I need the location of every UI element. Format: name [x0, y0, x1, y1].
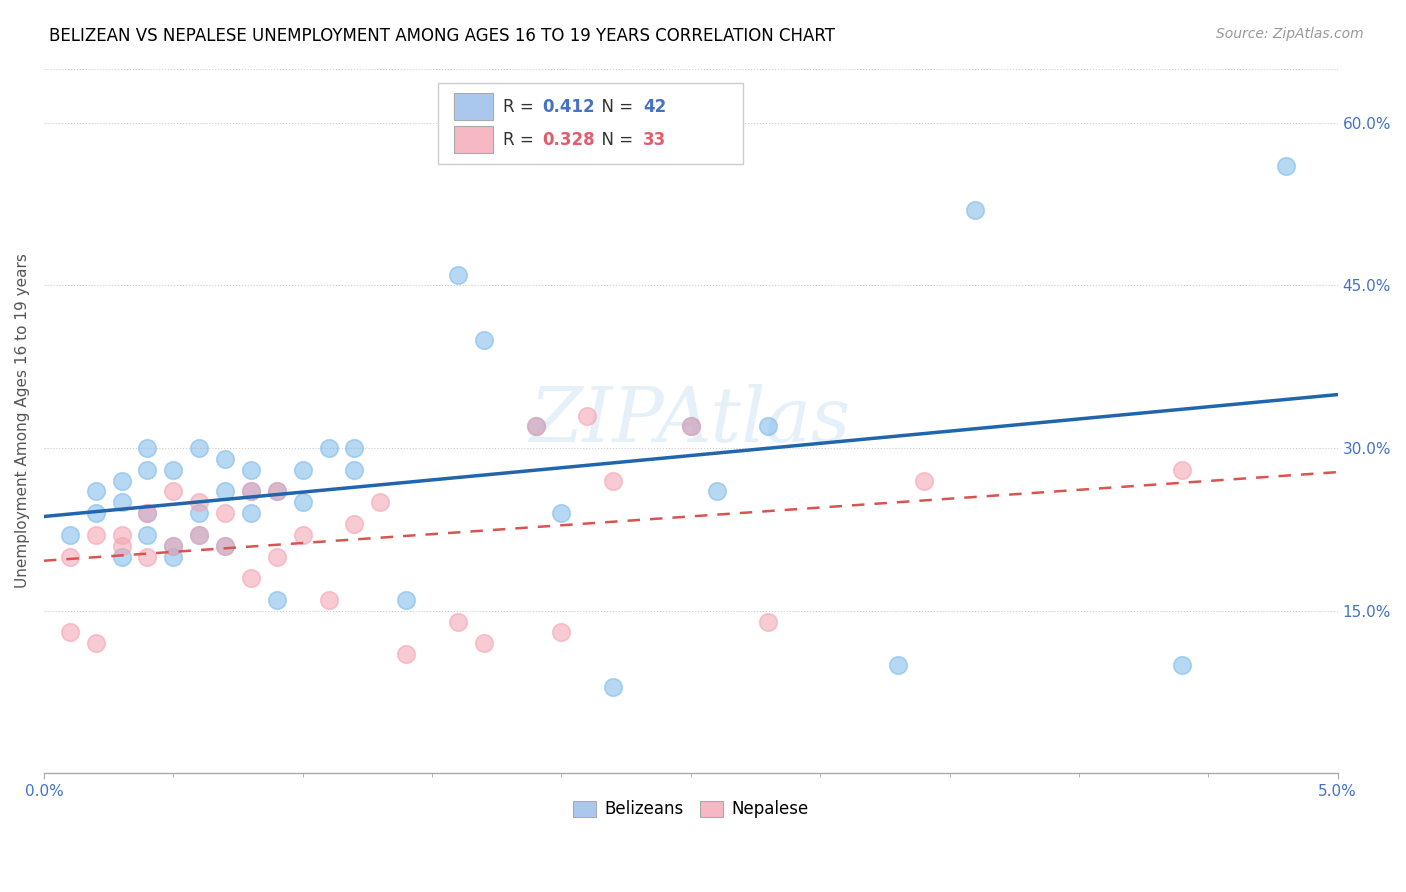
Point	[239, 463, 262, 477]
Y-axis label: Unemployment Among Ages 16 to 19 years: Unemployment Among Ages 16 to 19 years	[15, 253, 30, 589]
Point	[188, 506, 211, 520]
Text: 33: 33	[643, 131, 666, 149]
Point	[318, 593, 340, 607]
Point	[266, 484, 288, 499]
Point	[239, 484, 262, 499]
Text: 0.328: 0.328	[541, 131, 595, 149]
Point	[162, 549, 184, 564]
Point	[1275, 159, 1298, 173]
Point	[912, 474, 935, 488]
Point	[679, 419, 702, 434]
Point	[110, 495, 132, 509]
Point	[214, 506, 236, 520]
Point	[214, 539, 236, 553]
Point	[239, 571, 262, 585]
Point	[758, 419, 780, 434]
Point	[188, 495, 211, 509]
Point	[706, 484, 728, 499]
Point	[472, 636, 495, 650]
Point	[162, 539, 184, 553]
Point	[162, 463, 184, 477]
Point	[59, 528, 82, 542]
Point	[524, 419, 547, 434]
Text: ZIPAtlas: ZIPAtlas	[530, 384, 852, 458]
Point	[239, 484, 262, 499]
Point	[136, 506, 159, 520]
Point	[188, 441, 211, 455]
Point	[524, 419, 547, 434]
Point	[758, 615, 780, 629]
Point	[188, 528, 211, 542]
Point	[136, 549, 159, 564]
Point	[266, 484, 288, 499]
FancyBboxPatch shape	[454, 127, 494, 153]
Point	[136, 441, 159, 455]
Point	[291, 528, 314, 542]
Point	[343, 516, 366, 531]
Point	[162, 484, 184, 499]
Point	[318, 441, 340, 455]
Point	[343, 441, 366, 455]
Point	[550, 506, 572, 520]
Point	[472, 333, 495, 347]
Text: BELIZEAN VS NEPALESE UNEMPLOYMENT AMONG AGES 16 TO 19 YEARS CORRELATION CHART: BELIZEAN VS NEPALESE UNEMPLOYMENT AMONG …	[49, 27, 835, 45]
Point	[368, 495, 391, 509]
Point	[965, 202, 987, 217]
Point	[887, 657, 910, 672]
Point	[136, 506, 159, 520]
Point	[343, 463, 366, 477]
Text: R =: R =	[503, 131, 538, 149]
Point	[84, 506, 107, 520]
Point	[266, 593, 288, 607]
Point	[291, 463, 314, 477]
Text: N =: N =	[591, 97, 638, 116]
Point	[110, 539, 132, 553]
Legend: Belizeans, Nepalese: Belizeans, Nepalese	[565, 794, 815, 825]
Point	[162, 539, 184, 553]
Point	[136, 528, 159, 542]
Point	[59, 625, 82, 640]
Point	[84, 636, 107, 650]
Point	[1171, 657, 1194, 672]
Point	[395, 647, 418, 661]
Point	[447, 268, 470, 282]
Point	[447, 615, 470, 629]
Point	[395, 593, 418, 607]
Point	[1171, 463, 1194, 477]
Point	[550, 625, 572, 640]
Text: 42: 42	[643, 97, 666, 116]
Point	[291, 495, 314, 509]
Point	[214, 484, 236, 499]
Point	[214, 539, 236, 553]
Point	[602, 474, 624, 488]
Point	[188, 528, 211, 542]
Point	[84, 528, 107, 542]
Point	[576, 409, 599, 423]
Text: R =: R =	[503, 97, 538, 116]
FancyBboxPatch shape	[439, 83, 742, 164]
Point	[110, 549, 132, 564]
Point	[59, 549, 82, 564]
Point	[679, 419, 702, 434]
Point	[239, 506, 262, 520]
Point	[602, 680, 624, 694]
Point	[110, 528, 132, 542]
Point	[136, 463, 159, 477]
Point	[266, 549, 288, 564]
Text: 0.412: 0.412	[541, 97, 595, 116]
Point	[110, 474, 132, 488]
Text: N =: N =	[591, 131, 638, 149]
Point	[214, 451, 236, 466]
Text: Source: ZipAtlas.com: Source: ZipAtlas.com	[1216, 27, 1364, 41]
FancyBboxPatch shape	[454, 93, 494, 120]
Point	[84, 484, 107, 499]
